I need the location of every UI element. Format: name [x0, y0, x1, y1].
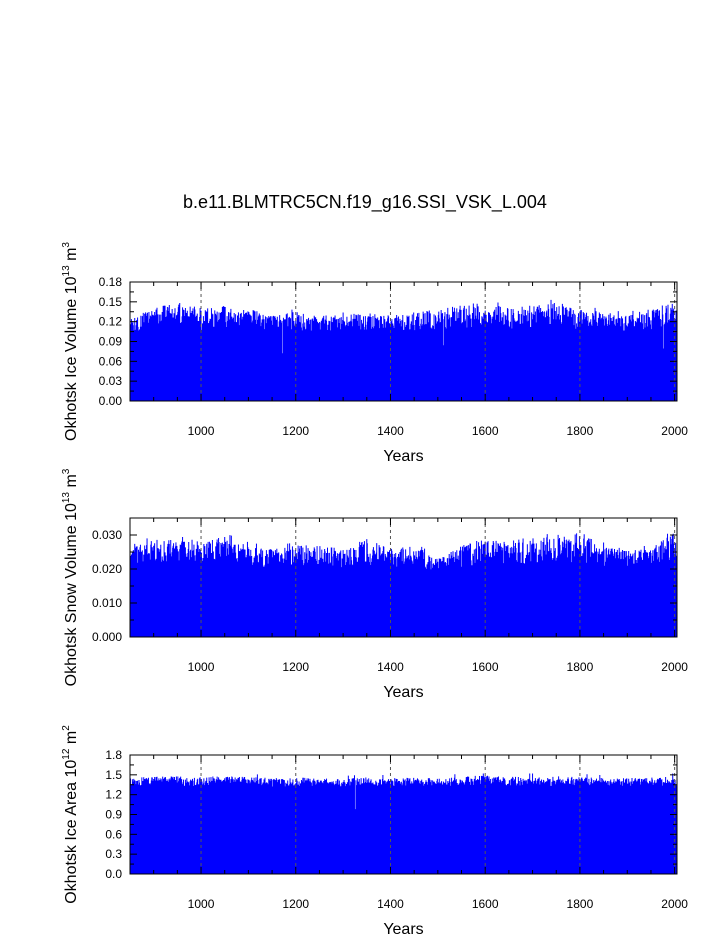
y-tick-label: 0.010	[92, 596, 122, 610]
y-tick-label: 0.15	[99, 295, 123, 309]
x-tick-label: 1600	[472, 897, 499, 911]
plot-frame	[129, 517, 678, 638]
y-tick-label: 0.030	[92, 528, 122, 542]
y-tick-label: 1.2	[105, 788, 122, 802]
x-tick-label: 1000	[188, 897, 215, 911]
y-tick-label: 0.18	[99, 275, 123, 289]
x-axis-label: Years	[383, 448, 423, 465]
x-tick-label: 1400	[377, 660, 404, 674]
y-tick-label: 0.6	[105, 827, 122, 841]
x-tick-label: 1800	[567, 424, 594, 438]
chart-panel-3: 1000 1200 1400 1600 1800 2000 0.0 0.3 0.6 0.9 1.2 1…	[61, 725, 688, 935]
panels: 1000 1200 1400 1600 1800 2000 0.00 0.03 0.06 0.09…	[61, 242, 688, 935]
x-tick-label: 1000	[188, 660, 215, 674]
y-tick-label: 0.000	[92, 630, 122, 644]
figure-title: b.e11.BLMTRC5CN.f19_g16.SSI_VSK_L.004	[183, 192, 547, 213]
x-tick-label: 2000	[661, 897, 688, 911]
chart-panel-2: 1000 1200 1400 1600 1800 2000 0.000 0.010 0.020 0…	[61, 468, 688, 701]
y-axis-label: Okhotsk Ice Volume 1013 m3	[61, 242, 80, 441]
x-tick-label: 1800	[567, 660, 594, 674]
x-tick-label: 1200	[282, 660, 309, 674]
x-axis-label: Years	[383, 921, 423, 935]
y-tick-label: 0.03	[99, 374, 123, 388]
y-axis-label: Okhotsk Snow Volume 1013 m3	[61, 468, 80, 686]
y-tick-label: 0.12	[99, 315, 123, 329]
y-tick-label: 0.09	[99, 335, 123, 349]
y-tick-label: 0.020	[92, 562, 122, 576]
x-tick-label: 1600	[472, 660, 499, 674]
data-series-bars	[129, 773, 678, 874]
y-axis-label: Okhotsk Ice Area 1012 m2	[61, 725, 80, 904]
x-tick-label: 2000	[661, 660, 688, 674]
x-tick-label: 1800	[567, 897, 594, 911]
y-tick-label: 0.06	[99, 354, 123, 368]
x-tick-label: 2000	[661, 424, 688, 438]
y-tick-label: 0.0	[105, 867, 122, 881]
y-tick-label: 0.3	[105, 847, 122, 861]
x-tick-label: 1200	[282, 424, 309, 438]
data-series-bars	[129, 299, 678, 401]
x-tick-label: 1000	[188, 424, 215, 438]
x-tick-label: 1600	[472, 424, 499, 438]
x-tick-label: 1400	[377, 897, 404, 911]
x-tick-label: 1200	[282, 897, 309, 911]
y-tick-label: 1.8	[105, 748, 122, 762]
y-tick-label: 0.9	[105, 808, 122, 822]
x-tick-label: 1400	[377, 424, 404, 438]
y-tick-label: 0.00	[99, 394, 123, 408]
chart-panel-1: 1000 1200 1400 1600 1800 2000 0.00 0.03 0.06 0.09…	[61, 242, 688, 465]
data-series-bars	[129, 533, 678, 637]
x-axis-label: Years	[383, 684, 423, 701]
y-tick-label: 1.5	[105, 768, 122, 782]
